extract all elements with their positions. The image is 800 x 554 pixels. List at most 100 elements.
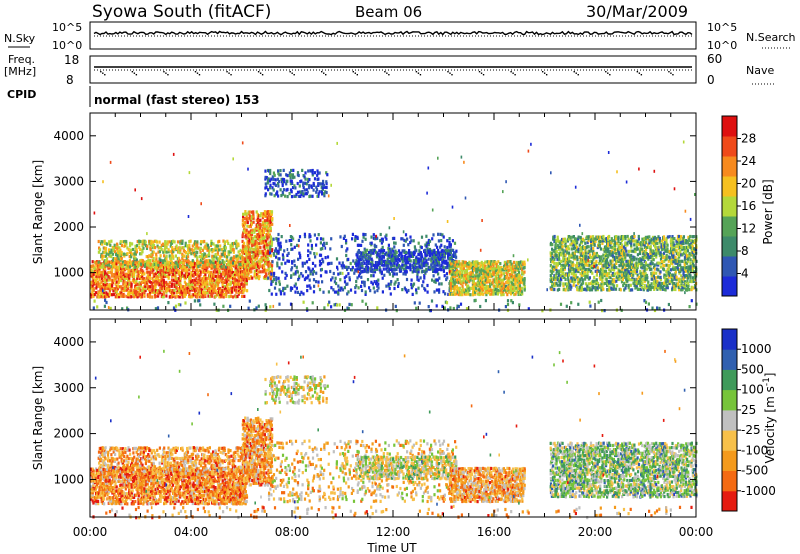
- echo-cell: [148, 276, 151, 280]
- echo-cell: [560, 259, 563, 263]
- echo-cell: [339, 288, 342, 292]
- echo-cell: [257, 219, 261, 223]
- echo-cell: [271, 222, 274, 226]
- echo-cell: [266, 211, 269, 216]
- echo-cell: [338, 261, 341, 265]
- echo-cell: [601, 271, 604, 276]
- echo-cell: [214, 248, 217, 252]
- echo-cell: [401, 256, 404, 261]
- echo-cell: [243, 283, 246, 287]
- echo-cell: [213, 265, 216, 269]
- echo-cell: [213, 254, 216, 258]
- echo-cell: [294, 290, 297, 294]
- echo-cell: [201, 278, 204, 283]
- echo-cell: [430, 263, 433, 267]
- echo-cell: [505, 274, 509, 278]
- echo-cell: [590, 269, 593, 274]
- echo-cell: [469, 278, 472, 282]
- echo-cell: [173, 247, 176, 252]
- echo-cell: [149, 285, 152, 289]
- echo-cell: [100, 289, 103, 293]
- echo-cell: [120, 276, 123, 280]
- echo-cell: [192, 274, 195, 278]
- echo-cell: [599, 261, 603, 265]
- echo-cell: [243, 249, 246, 254]
- echo-cell: [259, 270, 262, 274]
- echo-cell: [411, 254, 415, 258]
- echo-cell: [364, 292, 367, 296]
- echo-cell: [134, 244, 137, 248]
- echo-cell: [289, 188, 293, 192]
- echo-cell: [222, 262, 226, 266]
- echo-cell: [193, 240, 197, 244]
- echo-cell: [591, 253, 595, 258]
- echo-cell: [216, 270, 220, 274]
- echo-cell: [163, 248, 166, 252]
- echo-cell: [403, 238, 406, 242]
- echo-cell: [550, 257, 554, 262]
- echo-cell: [106, 242, 109, 246]
- echo-cell: [133, 295, 136, 299]
- echo-cell: [307, 186, 311, 190]
- echo-cell: [240, 282, 243, 286]
- echo-cell: [509, 286, 512, 290]
- echo-cell: [380, 241, 383, 245]
- echo-cell: [279, 247, 282, 251]
- echo-cell: [175, 268, 178, 272]
- echo-cell: [395, 251, 398, 255]
- echo-cell: [218, 278, 221, 282]
- echo-cell: [313, 252, 316, 256]
- echo-cell: [249, 218, 252, 222]
- echo-cell: [177, 282, 180, 286]
- echo-cell: [495, 288, 498, 292]
- echo-cell: [133, 289, 136, 293]
- echo-cell: [490, 288, 493, 292]
- echo-cell: [385, 261, 388, 265]
- echo-cell: [143, 264, 147, 268]
- echo-cell: [164, 270, 168, 274]
- echo-cell: [287, 251, 290, 255]
- echo-cell: [267, 226, 270, 230]
- echo-cell: [157, 270, 160, 274]
- echo-cell: [506, 286, 509, 290]
- echo-cell: [214, 270, 217, 274]
- echo-cell: [600, 282, 603, 286]
- echo-cell: [419, 259, 423, 263]
- echo-cell: [460, 266, 463, 270]
- echo-cell: [407, 255, 410, 259]
- echo-cell: [305, 188, 308, 192]
- echo-cell: [203, 239, 206, 244]
- echo-cell: [317, 192, 320, 196]
- echo-cell: [221, 248, 224, 252]
- echo-cell: [91, 272, 94, 276]
- echo-cell: [270, 239, 274, 243]
- echo-cell: [227, 290, 230, 294]
- echo-cell: [392, 257, 395, 261]
- echo-cell: [508, 268, 511, 272]
- echo-cell: [289, 235, 292, 239]
- echo-cell: [110, 293, 114, 297]
- echo-cell: [205, 244, 208, 248]
- echo-cell: [375, 281, 378, 286]
- echo-cell: [286, 195, 289, 199]
- echo-cell: [223, 260, 226, 264]
- echo-cell: [181, 264, 184, 268]
- echo-cell: [402, 267, 405, 271]
- echo-cell: [164, 264, 167, 268]
- echo-cell: [309, 272, 312, 276]
- echo-cell: [164, 261, 167, 265]
- echo-cell: [455, 249, 458, 253]
- echo-cell: [495, 262, 498, 267]
- echo-cell: [125, 276, 128, 280]
- echo-cell: [370, 235, 373, 239]
- echo-cell: [389, 261, 392, 265]
- echo-cell: [217, 282, 220, 286]
- echo-cell: [186, 282, 190, 287]
- echo-cell: [463, 274, 466, 278]
- echo-cell: [241, 219, 244, 223]
- nave-dip-mark: [293, 74, 295, 76]
- echo-cell: [243, 222, 247, 226]
- echo-cell: [318, 171, 321, 175]
- echo-cell: [196, 256, 199, 260]
- echo-cell: [92, 288, 95, 292]
